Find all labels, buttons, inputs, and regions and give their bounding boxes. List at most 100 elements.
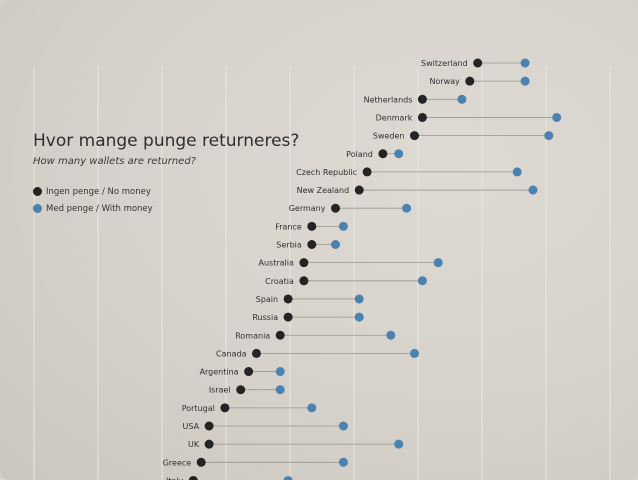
chart-row: Norway [429, 76, 530, 86]
point-with-money [275, 367, 285, 377]
point-no-money [410, 131, 419, 141]
legend-item-with-money: Med penge / With money [33, 200, 153, 217]
legend-dot-no-money [33, 187, 42, 196]
legend-label-with-money: Med penge / With money [46, 203, 153, 214]
country-label: Greece [163, 458, 192, 467]
country-label: Serbia [276, 241, 302, 250]
point-with-money [283, 475, 293, 480]
chart-row: Czech Republic [296, 167, 522, 177]
country-label: Switzerland [421, 59, 468, 68]
legend-label-no-money: Ingen penge / No money [46, 186, 151, 197]
country-label: Italy [166, 476, 184, 480]
legend: Ingen penge / No money Med penge / With … [33, 183, 153, 217]
country-label: Spain [256, 295, 278, 304]
chart-rows: Switzerland Norway Netherlands Denmark Swede… [163, 58, 562, 480]
point-no-money [236, 385, 246, 395]
point-no-money [204, 421, 214, 431]
point-with-money [275, 385, 285, 395]
chart-row: UK [188, 439, 404, 449]
chart-row: Croatia [265, 276, 427, 286]
country-label: Germany [289, 204, 326, 213]
country-label: Czech Republic [296, 168, 357, 177]
point-no-money [283, 312, 293, 322]
country-label: Denmark [376, 113, 413, 122]
point-with-money [338, 221, 348, 231]
point-no-money [275, 330, 285, 340]
legend-dot-with-money [33, 204, 42, 213]
point-with-money [307, 403, 317, 413]
point-no-money [283, 294, 293, 304]
gridlines [33, 66, 611, 480]
point-with-money [520, 76, 530, 86]
point-with-money [544, 131, 554, 141]
point-no-money [307, 221, 317, 231]
chart-row: Greece [163, 457, 348, 467]
point-with-money [512, 167, 522, 177]
chart-row: Germany [289, 203, 412, 213]
country-label: Israel [209, 386, 231, 395]
point-no-money [362, 167, 372, 177]
point-no-money [331, 203, 340, 213]
point-with-money [394, 149, 404, 159]
point-no-money [465, 76, 475, 86]
point-no-money [307, 240, 317, 249]
point-with-money [410, 348, 419, 358]
point-with-money [520, 58, 530, 68]
chart-row: Russia [252, 312, 364, 322]
chart-row: Spain [256, 294, 364, 304]
point-with-money [552, 112, 562, 122]
legend-item-no-money: Ingen penge / No money [33, 183, 153, 200]
country-label: Norway [429, 77, 460, 86]
chart-row: Australia [259, 258, 443, 268]
chart-row: Serbia [276, 240, 340, 250]
point-with-money [402, 203, 412, 213]
point-with-money [386, 330, 396, 340]
chart-row: Poland [346, 149, 404, 159]
country-label: Croatia [265, 277, 294, 286]
country-label: New Zealand [297, 186, 350, 195]
point-no-money [188, 475, 198, 480]
point-no-money [196, 457, 206, 467]
point-with-money [457, 94, 467, 104]
country-label: Sweden [373, 132, 405, 141]
chart-row: Denmark [376, 112, 562, 122]
country-label: USA [183, 422, 200, 431]
point-no-money [417, 94, 427, 104]
point-with-money [528, 185, 538, 195]
point-no-money [252, 348, 261, 358]
point-with-money [338, 421, 348, 431]
point-no-money [244, 367, 254, 377]
chart-row: Italy [166, 475, 293, 480]
point-no-money [417, 112, 427, 122]
point-with-money [331, 240, 340, 249]
country-label: Argentina [200, 368, 239, 377]
chart-subtitle: How many wallets are returned? [33, 156, 196, 167]
point-no-money [378, 149, 388, 159]
country-label: Portugal [182, 404, 215, 413]
country-label: Australia [259, 259, 294, 268]
point-no-money [299, 258, 309, 268]
point-with-money [338, 457, 348, 467]
point-with-money [417, 276, 427, 286]
point-no-money [204, 439, 214, 449]
point-no-money [220, 403, 230, 413]
point-with-money [354, 312, 364, 322]
point-with-money [354, 294, 364, 304]
chart-row: Sweden [373, 131, 554, 141]
point-with-money [394, 439, 404, 449]
chart-title: Hvor mange punge returneres? [33, 131, 300, 151]
chart-row: Canada [216, 348, 419, 358]
country-label: Poland [346, 150, 373, 159]
chart-row: USA [183, 421, 348, 431]
point-no-money [299, 276, 309, 286]
chart-row: Argentina [200, 367, 285, 377]
chart-row: Netherlands [364, 94, 467, 104]
country-label: Netherlands [364, 95, 413, 104]
point-no-money [473, 58, 483, 68]
chart-row: New Zealand [297, 185, 538, 195]
country-label: Canada [216, 349, 247, 358]
chart-row: Israel [209, 385, 285, 395]
chart-row: Portugal [182, 403, 317, 413]
